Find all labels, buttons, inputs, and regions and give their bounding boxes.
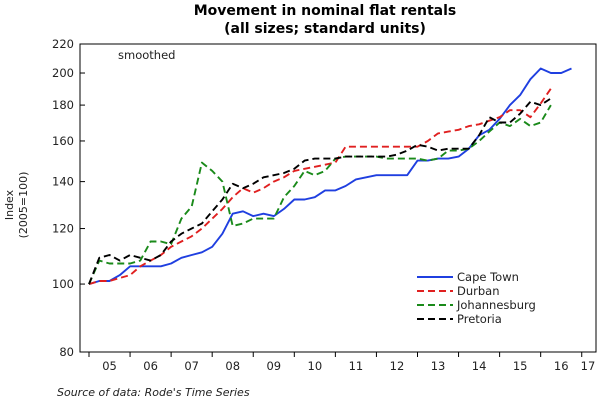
x-tick-label: 16 [554, 359, 569, 373]
chart-subtitle: (all sizes; standard units) [224, 21, 426, 37]
series-line-cape-town [88, 67, 572, 286]
x-tick-label: 07 [184, 359, 199, 373]
series-line-johannesburg [88, 104, 552, 285]
source-note: Source of data: Rode's Time Series [57, 386, 250, 399]
smoothed-annotation: smoothed [118, 48, 175, 62]
chart-title: Movement in nominal flat rentals [194, 3, 457, 19]
x-tick-label: 09 [266, 359, 281, 373]
y-tick-label: 140 [52, 175, 74, 189]
plot-area [79, 43, 597, 353]
y-tick-label: 80 [59, 345, 74, 359]
y-axis-ticks: 80 100 120 140 160 180 200 220 [52, 37, 85, 359]
y-tick-label: 180 [52, 98, 74, 112]
x-tick-label: 14 [472, 359, 487, 373]
x-tick-label: 10 [308, 359, 323, 373]
legend-label: Pretoria [457, 312, 502, 326]
x-tick-label: 05 [102, 359, 117, 373]
series-line-durban [88, 88, 552, 286]
x-tick-label: 13 [431, 359, 446, 373]
legend-label: Durban [457, 284, 500, 298]
series-lines [88, 67, 572, 286]
x-tick-label: 15 [513, 359, 528, 373]
x-tick-label: 12 [390, 359, 405, 373]
y-axis-unit: (2005=100) [17, 172, 30, 239]
legend-label: Cape Town [457, 270, 519, 284]
x-tick-label: 06 [143, 359, 158, 373]
y-tick-label: 200 [52, 66, 74, 80]
y-tick-label: 220 [52, 37, 74, 51]
y-axis-label: Index [3, 189, 16, 220]
series-line-pretoria [88, 97, 552, 285]
y-tick-label: 100 [52, 277, 74, 291]
x-tick-label: 08 [225, 359, 240, 373]
legend-label: Johannesburg [456, 298, 536, 312]
plot-border [79, 43, 597, 353]
y-tick-label: 160 [52, 134, 74, 148]
x-tick-label: 11 [349, 359, 364, 373]
x-tick-label: 17 [581, 359, 596, 373]
x-axis-ticks: 05 06 07 08 09 10 11 12 13 14 15 16 17 [88, 352, 596, 373]
y-tick-label: 120 [52, 222, 74, 236]
